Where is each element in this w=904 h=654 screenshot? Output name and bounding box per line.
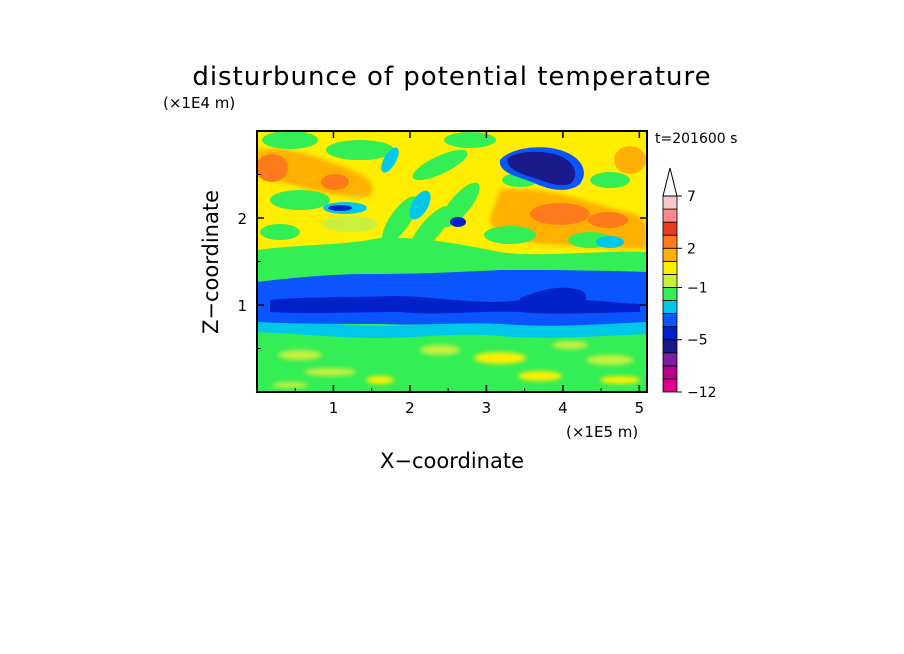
colorbar-swatch [662, 208, 678, 223]
x-tick-label: 4 [558, 399, 568, 417]
colorbar-swatch [662, 195, 678, 210]
colorbar-swatch [662, 378, 678, 393]
x-tick-label: 5 [635, 399, 645, 417]
x-axis: 1 2 3 4 5 [294, 131, 645, 417]
x-axis-label: X−coordinate [380, 449, 524, 473]
plot-area [257, 131, 647, 392]
y-tick-label: 1 [237, 297, 247, 315]
y-axis: 12 [237, 174, 647, 349]
warm-core-right-2 [588, 212, 628, 228]
colorbar-label: 2 [687, 241, 696, 257]
colorbar-swatch [662, 339, 678, 354]
warm-core-left [257, 154, 288, 182]
colorbar-label: −1 [687, 280, 708, 296]
upper-green-zone [257, 237, 647, 282]
blue-layer [257, 268, 647, 326]
colorbar-swatch [662, 234, 678, 249]
colorbar-swatch [662, 313, 678, 328]
x-scale-label: (×1E5 m) [566, 423, 638, 441]
time-label: t=201600 s [655, 131, 737, 147]
colorbar-label: −5 [687, 333, 708, 349]
colorbar-swatch [662, 273, 678, 288]
colorbar-extend-arrow [662, 167, 678, 197]
colorbar: 7 2 −1 −5 −12 [662, 167, 717, 401]
warm-right-top [614, 146, 646, 174]
warm-core-right [530, 203, 590, 225]
colorbar-label: 7 [687, 189, 696, 205]
lower-layer-patches [272, 341, 640, 388]
cyan-band [257, 316, 647, 338]
colorbar-swatch [662, 365, 678, 380]
x-tick-label: 1 [329, 399, 339, 417]
x-tick-label: 2 [405, 399, 415, 417]
blue-core-2 [520, 287, 587, 307]
green-streaks [260, 131, 630, 254]
colorbar-swatch [662, 260, 678, 275]
colorbar-swatch [662, 352, 678, 367]
colorbar-swatch [662, 287, 678, 301]
cold-cell-core [507, 151, 576, 186]
y-axis-label: Z−coordinate [199, 190, 223, 334]
colorbar-swatch [662, 221, 678, 236]
x-tick-label: 3 [482, 399, 492, 417]
warm-core-left-2 [321, 174, 349, 190]
chart-title: disturbunce of potential temperature [192, 62, 711, 92]
cool-cells [323, 147, 624, 248]
colorbar-swatch [662, 300, 678, 314]
colorbar-label: −12 [687, 385, 717, 401]
y-tick-label: 2 [237, 210, 247, 228]
y-scale-label: (×1E4 m) [163, 94, 235, 112]
colorbar-swatch [662, 247, 678, 262]
colorbar-swatch [662, 326, 678, 341]
